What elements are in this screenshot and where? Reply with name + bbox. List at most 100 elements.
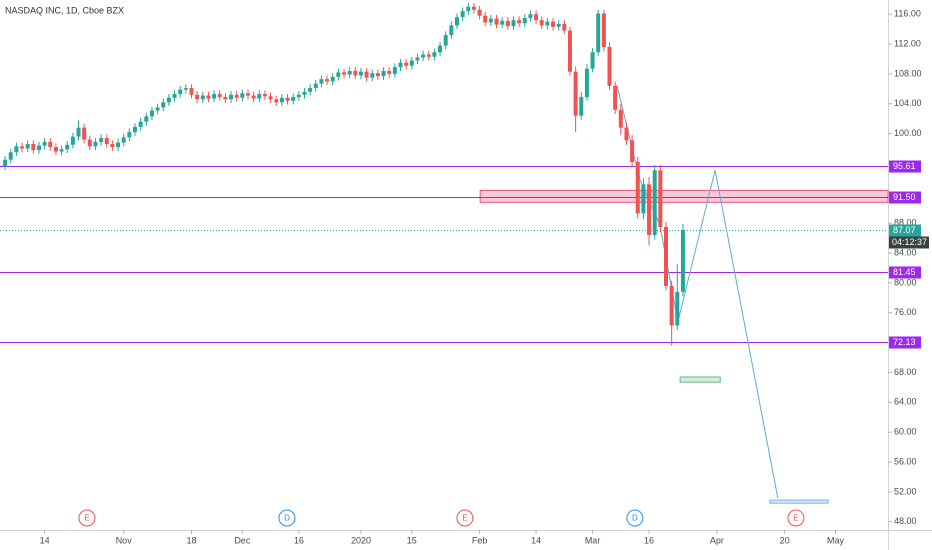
y-tick-label: 104.00 bbox=[894, 98, 922, 108]
candle-body bbox=[669, 285, 674, 326]
candle-body bbox=[200, 95, 205, 100]
candle-body bbox=[454, 17, 459, 26]
candle-body bbox=[319, 79, 324, 84]
candle-body bbox=[313, 83, 318, 89]
candle-body bbox=[3, 159, 8, 167]
countdown: 04:12:37 bbox=[892, 237, 927, 247]
candle-body bbox=[567, 30, 572, 72]
level-label: 91.50 bbox=[893, 192, 916, 202]
level-label: 72.13 bbox=[893, 337, 916, 347]
candle-body bbox=[166, 97, 171, 103]
candle-body bbox=[240, 93, 245, 98]
candle-body bbox=[127, 132, 132, 138]
candle-body bbox=[652, 170, 657, 236]
candle-body bbox=[647, 184, 652, 236]
candle-body bbox=[370, 73, 375, 78]
candle-body bbox=[302, 91, 307, 95]
candle-body bbox=[251, 95, 256, 99]
candle-body bbox=[534, 14, 539, 21]
candle-body bbox=[630, 140, 635, 162]
candle-body bbox=[584, 68, 589, 98]
candle-body bbox=[325, 79, 330, 82]
y-tick-label: 116.00 bbox=[894, 9, 921, 19]
candle-body bbox=[415, 57, 420, 61]
candle-body bbox=[20, 146, 25, 149]
candle-body bbox=[70, 136, 75, 145]
y-tick-label: 64.00 bbox=[894, 397, 917, 407]
x-tick-label: Apr bbox=[710, 535, 724, 545]
candle-body bbox=[573, 71, 578, 116]
candle-body bbox=[483, 15, 488, 23]
candle-body bbox=[133, 126, 138, 133]
level-label: 81.45 bbox=[893, 267, 916, 277]
zone bbox=[679, 376, 721, 383]
y-tick-label: 80.00 bbox=[894, 277, 917, 287]
candle-body bbox=[364, 71, 369, 78]
candle-body bbox=[217, 94, 222, 98]
x-tick-label: Dec bbox=[234, 535, 251, 545]
candle-body bbox=[195, 94, 200, 100]
candle-body bbox=[206, 95, 211, 99]
candle-body bbox=[409, 60, 414, 66]
candle-body bbox=[635, 161, 640, 214]
candle-body bbox=[398, 62, 403, 68]
candle-body bbox=[342, 72, 347, 75]
candle-body bbox=[562, 23, 567, 31]
x-tick-label: May bbox=[827, 535, 845, 545]
candle-body bbox=[488, 18, 493, 23]
candle-body bbox=[381, 70, 386, 77]
candle-body bbox=[528, 14, 533, 18]
candle-body bbox=[161, 102, 166, 108]
candle-body bbox=[375, 73, 380, 77]
candle-body bbox=[358, 71, 363, 76]
last-price-label: 87.07 bbox=[893, 225, 916, 235]
x-tick-label: 16 bbox=[294, 535, 304, 545]
candle-body bbox=[229, 94, 234, 100]
candle-body bbox=[268, 96, 273, 100]
candle-body bbox=[675, 291, 680, 326]
candle-body bbox=[471, 6, 476, 10]
event-label: D bbox=[632, 514, 638, 523]
candle-body bbox=[65, 144, 70, 150]
candle-body bbox=[308, 88, 313, 92]
candle-body bbox=[556, 23, 561, 27]
chart-title: NASDAQ INC, 1D, Cboe BZX bbox=[5, 5, 124, 15]
y-tick-label: 56.00 bbox=[894, 456, 917, 466]
candle-body bbox=[87, 139, 92, 147]
candle-body bbox=[336, 72, 341, 77]
y-tick-label: 76.00 bbox=[894, 307, 917, 317]
x-tick-label: Feb bbox=[472, 535, 488, 545]
event-label: E bbox=[84, 514, 89, 523]
candle-body bbox=[257, 94, 262, 99]
candle-body bbox=[121, 137, 126, 143]
candle-body bbox=[392, 67, 397, 74]
candle-body bbox=[387, 70, 392, 74]
candle-body bbox=[641, 184, 646, 214]
event-marker bbox=[78, 509, 96, 527]
candle-body bbox=[234, 94, 239, 98]
candle-body bbox=[477, 9, 482, 16]
candle-body bbox=[426, 54, 431, 57]
y-tick-label: 52.00 bbox=[894, 486, 917, 496]
event-marker bbox=[278, 509, 296, 527]
candle-body bbox=[601, 13, 606, 48]
last-price-box bbox=[889, 224, 921, 237]
y-tick-label: 108.00 bbox=[894, 68, 922, 78]
x-tick-label: 20 bbox=[780, 535, 790, 545]
y-tick-label: 60.00 bbox=[894, 427, 917, 437]
countdown-box bbox=[889, 236, 929, 249]
candle-body bbox=[262, 94, 267, 97]
candle-body bbox=[155, 107, 160, 111]
candle-body bbox=[539, 20, 544, 26]
event-label: D bbox=[284, 514, 290, 523]
candle-body bbox=[607, 47, 612, 86]
candle-body bbox=[279, 97, 284, 103]
candle-body bbox=[172, 94, 177, 98]
x-tick-label: 14 bbox=[40, 535, 50, 545]
y-tick-label: 88.00 bbox=[894, 218, 917, 228]
candle-body bbox=[596, 13, 601, 53]
y-tick-label: 48.00 bbox=[894, 516, 917, 526]
